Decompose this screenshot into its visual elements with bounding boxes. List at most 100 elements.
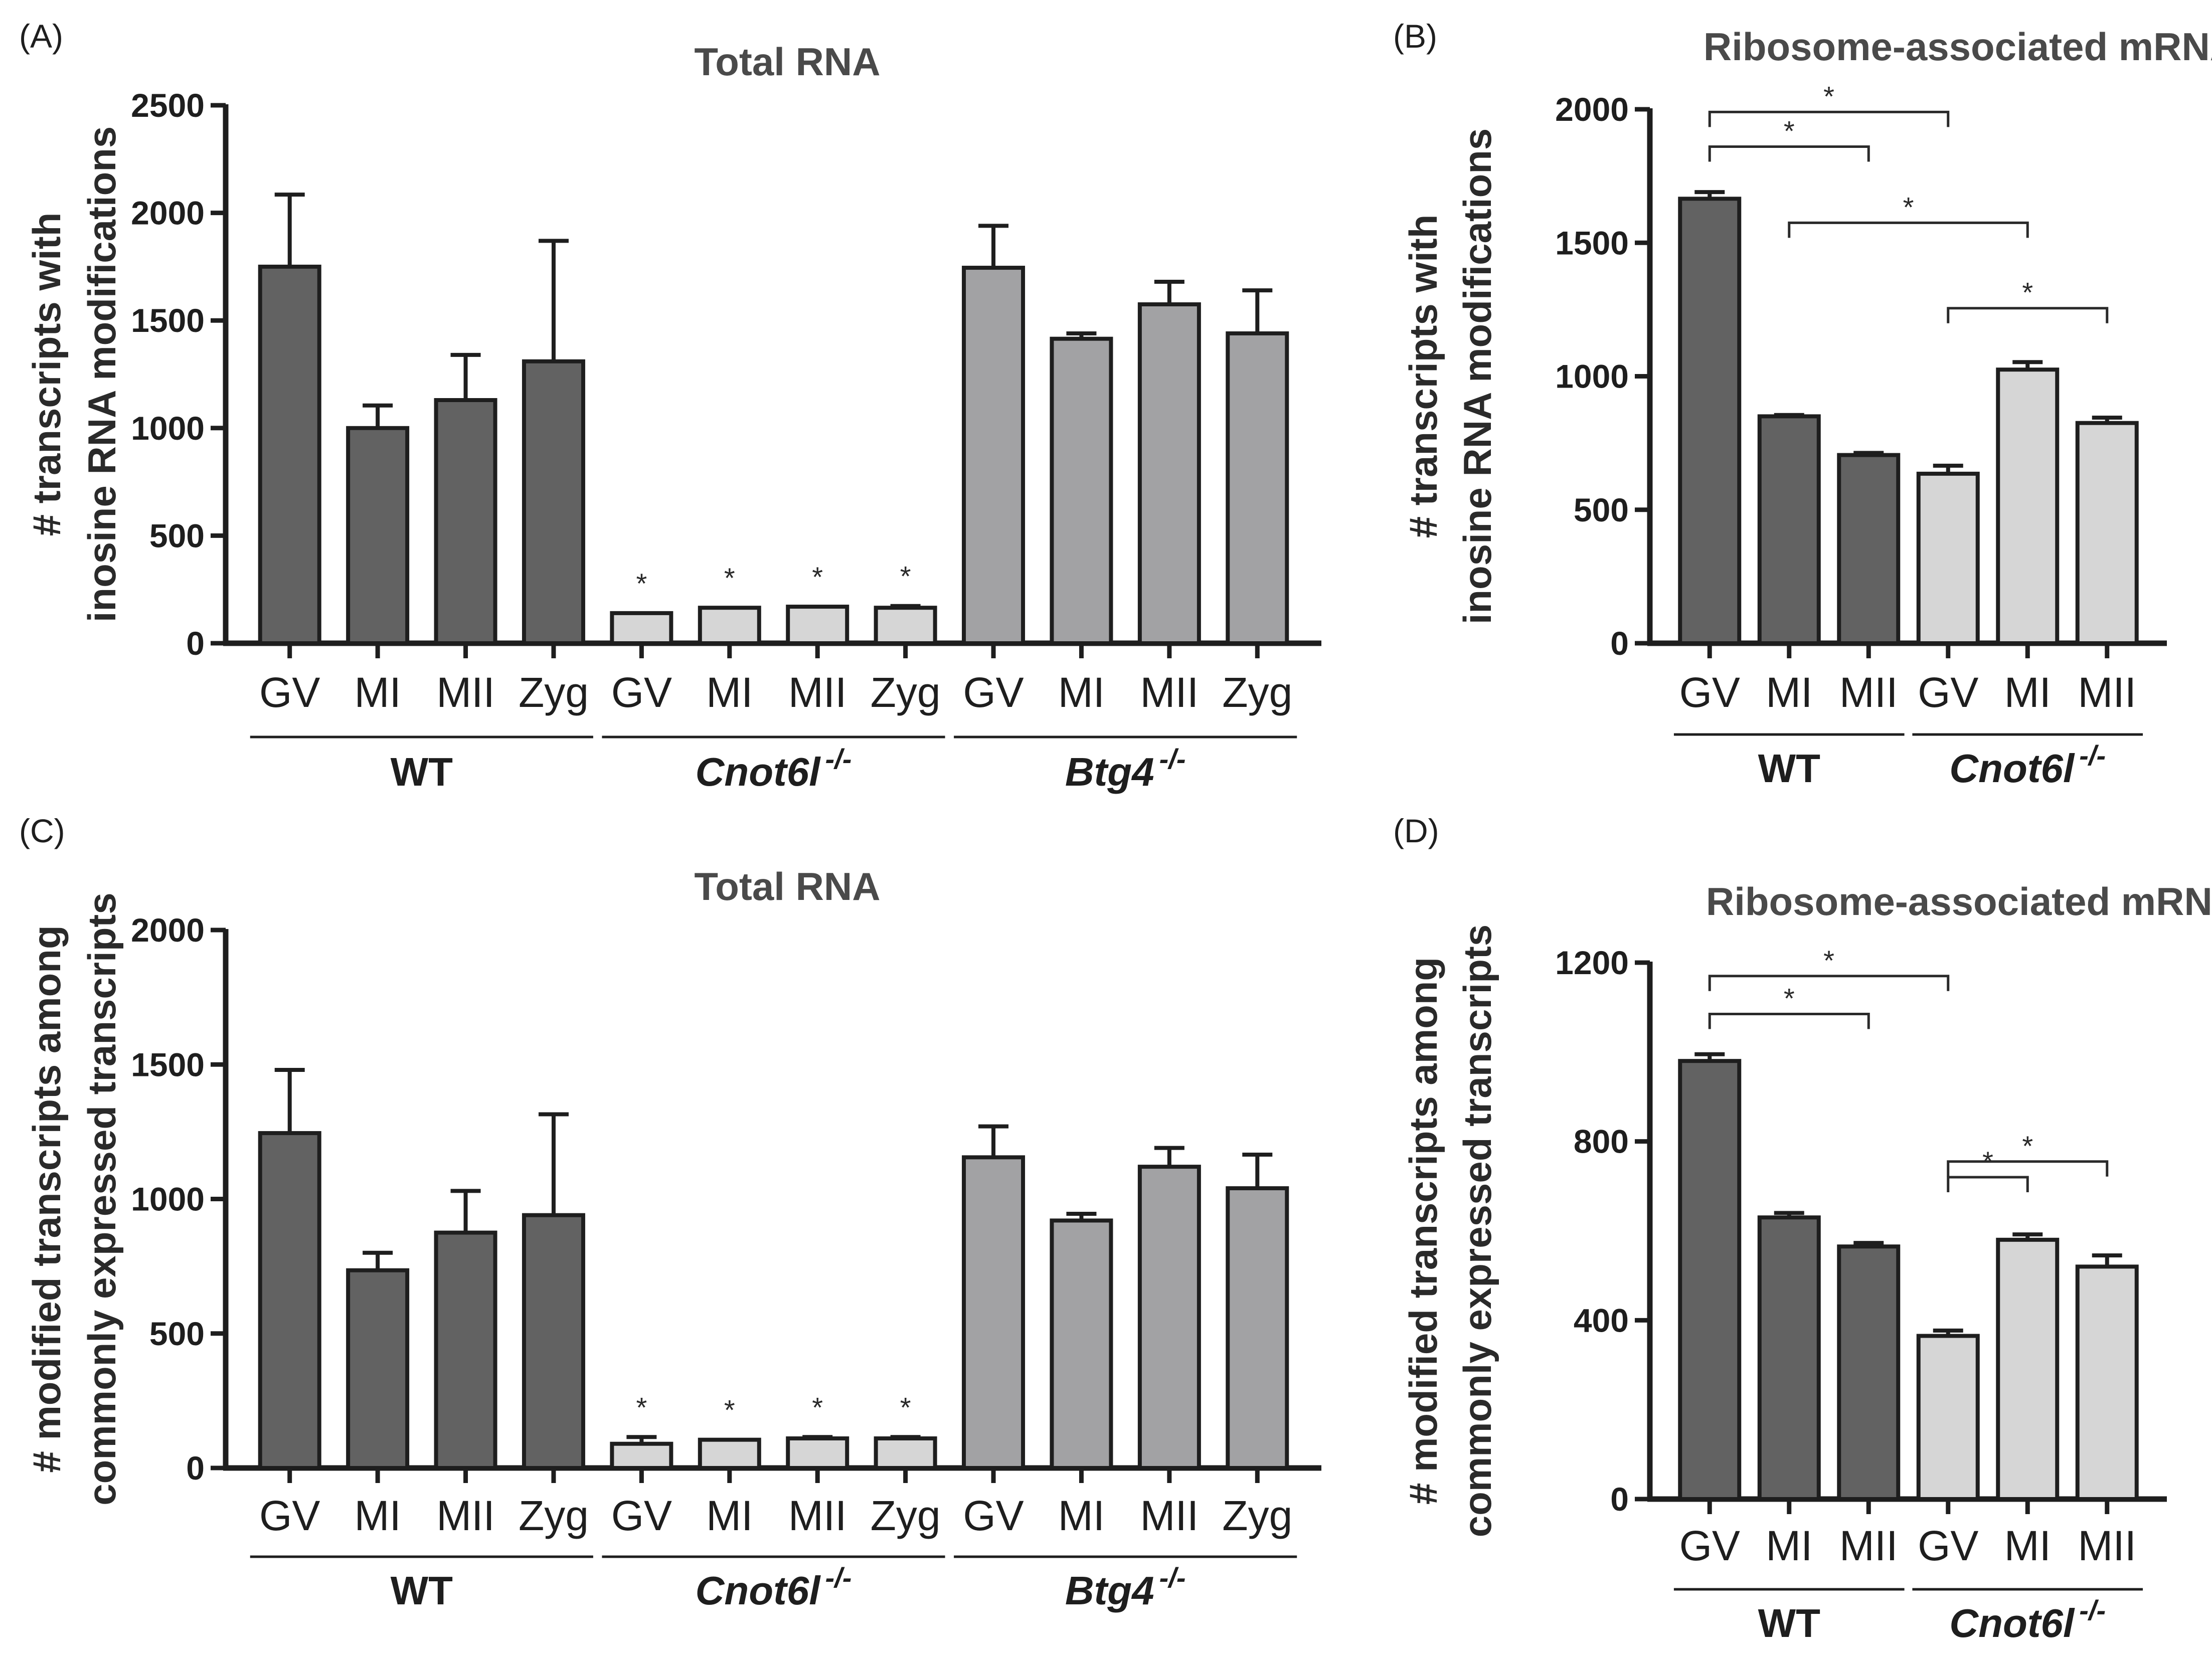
group-label: Cnot6l -/-	[1949, 1594, 2106, 1645]
bar	[1137, 1165, 1201, 1470]
category-label: MII	[436, 1492, 495, 1539]
comparison-bracket	[1708, 145, 1870, 162]
category-label: Zyg	[519, 669, 589, 716]
category-label: Zyg	[519, 1492, 589, 1539]
bracket-star: *	[1823, 945, 1834, 976]
bar	[1837, 453, 1901, 646]
bar	[1916, 1334, 1980, 1502]
y-tick-label: 1500	[1555, 224, 1629, 261]
comparison-bracket	[1708, 110, 1950, 127]
y-tick-label: 2000	[131, 195, 205, 232]
bar	[522, 1213, 585, 1470]
bar	[2075, 421, 2139, 645]
category-label: MII	[788, 1492, 847, 1539]
group-label: WT	[391, 750, 453, 794]
bar	[1050, 336, 1113, 645]
y-axis-label: inosine RNA modifications	[80, 126, 124, 623]
panel-label: (D)	[1393, 812, 1439, 849]
bar	[874, 606, 937, 646]
y-tick-label: 1500	[131, 1046, 205, 1083]
category-label: GV	[1918, 669, 1978, 716]
panel-b: (B) Ribosome-associated mRNA # transcripts…	[1393, 18, 2212, 791]
group-name: WT	[1758, 746, 1821, 791]
y-tick-label: 2000	[1555, 91, 1629, 128]
category-label: GV	[963, 1492, 1024, 1539]
bracket-star: *	[1903, 191, 1914, 223]
bracket-star: *	[2022, 277, 2033, 308]
bar	[1757, 1215, 1821, 1501]
bracket-star: *	[1823, 80, 1834, 112]
group-label: WT	[391, 1568, 453, 1613]
panel-a: (A) Total RNA # transcripts with inosine RN…	[19, 18, 1321, 794]
bar	[1916, 471, 1980, 645]
group-label: Btg4 -/-	[1065, 743, 1186, 794]
chart-title: Total RNA	[694, 40, 880, 84]
y-axis-label: commonly expressed transcripts	[80, 892, 124, 1505]
bar	[434, 398, 497, 646]
group-name: WT	[391, 750, 453, 794]
significance-star: *	[724, 1394, 735, 1426]
panel-label: (C)	[19, 812, 65, 849]
group-genotype-superscript: -/-	[1159, 1562, 1186, 1593]
significance-star: *	[812, 561, 823, 593]
category-label: Zyg	[1222, 669, 1292, 716]
bar	[1996, 367, 2060, 645]
comparison-bracket	[1947, 307, 2109, 323]
bar	[1226, 331, 1289, 645]
chart-title: Ribosome-associated mRNA	[1706, 879, 2212, 924]
bar	[610, 611, 673, 645]
y-tick-label: 1200	[1555, 944, 1629, 981]
comparison-bracket	[1947, 1160, 2109, 1177]
category-label: MII	[1839, 1522, 1898, 1569]
bar	[346, 1268, 410, 1470]
category-label: MI	[1766, 1522, 1812, 1569]
y-tick-label: 800	[1574, 1123, 1629, 1160]
comparison-bracket	[1947, 1176, 2029, 1192]
y-axis-label: # transcripts with	[25, 213, 69, 536]
significance-star: *	[900, 561, 911, 592]
category-label: MII	[1140, 1492, 1199, 1539]
comparison-bracket	[1788, 221, 2029, 238]
category-label: MI	[354, 1492, 401, 1539]
category-label: GV	[259, 1492, 320, 1539]
significance-star: *	[812, 1391, 823, 1423]
bar	[258, 1131, 321, 1470]
category-label: Zyg	[1222, 1492, 1292, 1539]
chart-title: Total RNA	[694, 864, 880, 908]
y-axis-label: commonly expressed transcripts	[1455, 925, 1499, 1537]
group-name: Btg4	[1065, 1568, 1154, 1613]
y-tick-label: 500	[149, 1315, 205, 1352]
y-axis-label: # modified transcripts among	[1401, 957, 1445, 1505]
bar	[522, 359, 585, 645]
significance-star: *	[724, 562, 735, 594]
category-label: MI	[706, 1492, 753, 1539]
bar	[1996, 1237, 2060, 1501]
bar	[434, 1230, 497, 1470]
group-name: WT	[391, 1568, 453, 1613]
group-genotype-superscript: -/-	[2079, 740, 2106, 771]
significance-star: *	[900, 1391, 911, 1423]
bracket-star: *	[2022, 1130, 2033, 1162]
category-label: GV	[963, 669, 1024, 716]
category-label: MI	[1058, 669, 1105, 716]
bar	[874, 1436, 937, 1470]
panel-label: (B)	[1393, 18, 1437, 55]
category-label: MI	[2004, 1522, 2051, 1569]
significance-star: *	[636, 568, 647, 599]
bar	[1050, 1218, 1113, 1470]
bar	[258, 264, 321, 645]
category-label: GV	[259, 669, 320, 716]
y-tick-label: 1000	[131, 410, 205, 447]
y-tick-label: 0	[1610, 625, 1629, 662]
bar	[1678, 197, 1742, 645]
y-tick-label: 500	[1574, 491, 1629, 528]
bar	[1137, 302, 1201, 645]
group-genotype-superscript: -/-	[825, 1562, 852, 1593]
y-axis-label: # modified transcripts among	[25, 925, 69, 1472]
bar	[962, 266, 1026, 645]
category-label: MII	[788, 669, 847, 716]
bar	[1757, 414, 1821, 645]
group-label: WT	[1758, 1601, 1821, 1645]
y-tick-label: 400	[1574, 1302, 1629, 1339]
group-name: Cnot6l	[1949, 746, 2075, 791]
